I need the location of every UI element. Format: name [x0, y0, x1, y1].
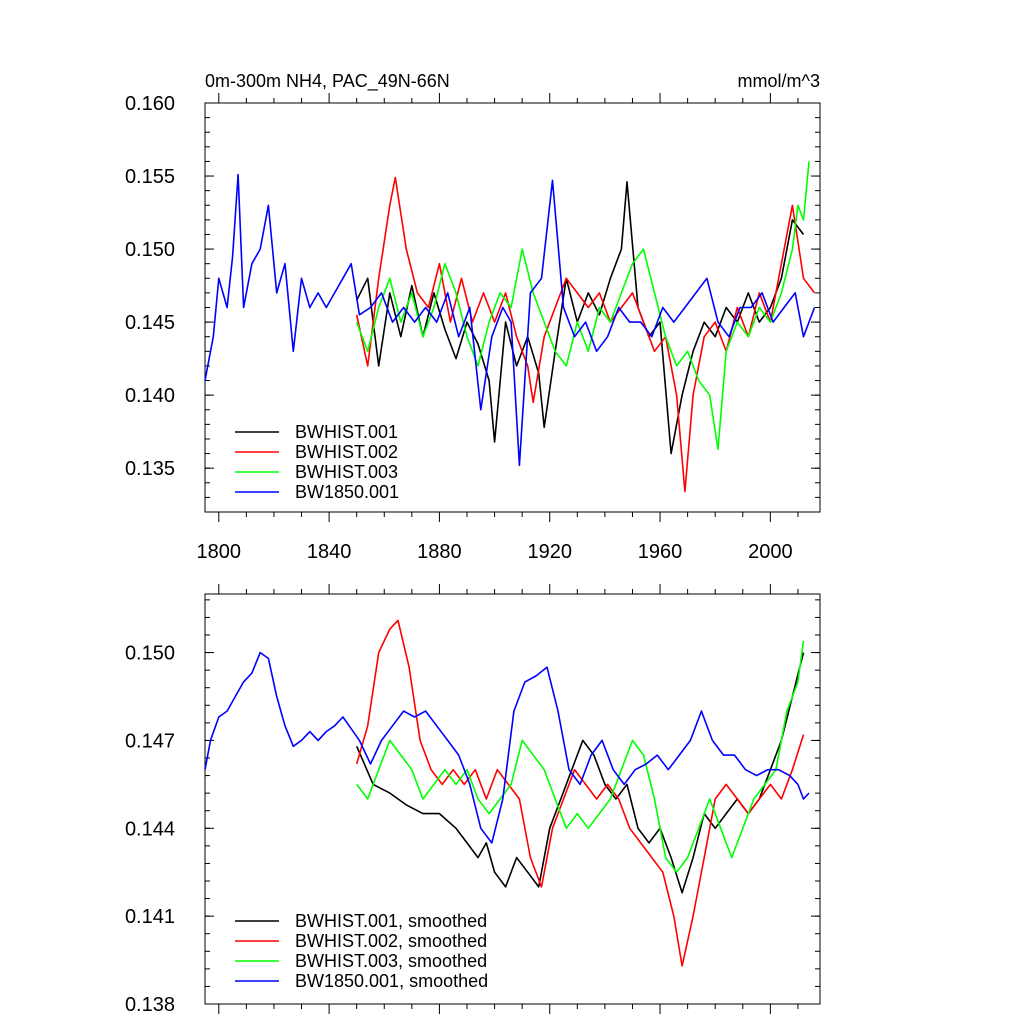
- units-label: mmol/m^3: [738, 71, 820, 91]
- chart-title: 0m-300m NH4, PAC_49N-66N: [205, 71, 450, 92]
- y-tick-label: 0.140: [125, 385, 175, 407]
- bottom-panel: 0.138 0.141 0.144 0.147 0.150 BWHIST.001, sm…: [125, 584, 821, 1016]
- x-tick-label: 1840: [307, 541, 352, 563]
- y-tick-label: 0.147: [125, 730, 175, 752]
- series-line-3: [356, 640, 805, 873]
- y-tick-label: 0.145: [125, 312, 175, 334]
- legend-label-2: BWHIST.002: [295, 442, 398, 462]
- top-panel: 0m-300m NH4, PAC_49N-66N mmol/m^3 0.1350…: [125, 71, 821, 563]
- y-tick-label: 0.160: [125, 93, 175, 115]
- series-line-2: [355, 619, 805, 967]
- y-tick-label: 0.138: [125, 994, 175, 1016]
- y-tick-label: 0.150: [125, 239, 175, 261]
- x-tick-label: 2000: [748, 541, 793, 563]
- legend-label-3: BWHIST.003: [295, 462, 398, 482]
- legend-label-2: BWHIST.002, smoothed: [295, 931, 487, 951]
- x-tick-label: 1880: [417, 541, 462, 563]
- series-lines: [204, 619, 810, 967]
- legend-label-4: BW1850.001: [295, 482, 399, 502]
- series-lines: [204, 161, 816, 493]
- series-line-4: [204, 651, 810, 844]
- series-line-4: [204, 173, 816, 467]
- y-tick-label: 0.144: [125, 818, 175, 840]
- series-line-1: [355, 652, 805, 894]
- legend-label-3: BWHIST.003, smoothed: [295, 951, 487, 971]
- legend-label-1: BWHIST.001: [295, 422, 398, 442]
- y-tick-label: 0.155: [125, 166, 175, 188]
- x-tick-label: 1800: [197, 541, 242, 563]
- x-tick-label: 1920: [527, 541, 572, 563]
- legend-label-1: BWHIST.001, smoothed: [295, 911, 487, 931]
- series-line-2: [355, 176, 816, 493]
- legend-label-4: BW1850.001, smoothed: [295, 971, 488, 991]
- y-tick-label: 0.141: [125, 906, 175, 928]
- x-tick-label: 1960: [638, 541, 683, 563]
- plot-frame: [204, 593, 821, 1005]
- axis-ticks: 0.138 0.141 0.144 0.147 0.150: [125, 584, 820, 1016]
- axis-ticks: 0.135 0.140 0.145 0.150 0.155 0.160 1800 1840 18…: [125, 93, 820, 563]
- series-line-3: [355, 161, 810, 450]
- y-tick-label: 0.135: [125, 458, 175, 480]
- y-tick-label: 0.150: [125, 643, 175, 665]
